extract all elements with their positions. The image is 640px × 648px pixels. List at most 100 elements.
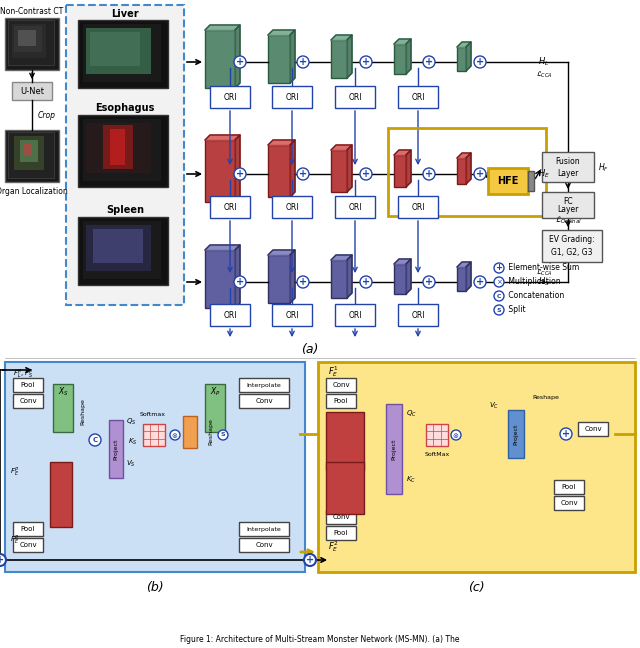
Bar (18, 30, 36, 46)
Text: Layer: Layer (557, 168, 579, 178)
Bar (5, 130, 59, 182)
Text: Layer: Layer (557, 205, 579, 214)
Text: $Q_S$: $Q_S$ (126, 417, 136, 427)
Text: Reshape: Reshape (209, 419, 214, 445)
Text: $\mathcal{L}_{CCA}$: $\mathcal{L}_{CCA}$ (536, 268, 553, 278)
Polygon shape (268, 30, 295, 35)
Bar (239, 538, 289, 552)
Text: Organ Localization: Organ Localization (0, 187, 68, 196)
Bar (66, 5, 184, 305)
Circle shape (234, 276, 246, 288)
Bar (205, 30, 235, 88)
Text: $X_P$: $X_P$ (210, 386, 220, 399)
Circle shape (423, 276, 435, 288)
Text: $\otimes$: $\otimes$ (452, 430, 460, 439)
Text: S: S (497, 308, 501, 312)
Bar (50, 462, 72, 527)
Bar (457, 267, 466, 291)
Bar (205, 384, 225, 432)
Bar (78, 115, 168, 187)
Text: ORI: ORI (412, 93, 425, 102)
Text: Conv: Conv (19, 542, 37, 548)
Bar (326, 412, 364, 470)
Text: Reshape: Reshape (532, 395, 559, 400)
Circle shape (360, 276, 372, 288)
Text: Project: Project (392, 438, 397, 459)
Polygon shape (205, 135, 240, 140)
Text: +: + (476, 57, 484, 67)
Text: $\times$: $\times$ (495, 278, 502, 286)
Polygon shape (394, 39, 411, 44)
Text: Conv: Conv (255, 398, 273, 404)
Bar (86, 123, 151, 173)
Polygon shape (394, 259, 411, 264)
Polygon shape (235, 245, 240, 308)
Bar (83, 24, 161, 82)
Text: Conv: Conv (332, 514, 350, 520)
Text: Pool: Pool (21, 526, 35, 532)
Text: EV Grading:: EV Grading: (549, 235, 595, 244)
Circle shape (494, 263, 504, 273)
Polygon shape (290, 250, 295, 303)
Bar (335, 196, 375, 218)
Bar (8, 132, 54, 178)
Polygon shape (347, 145, 352, 192)
Text: Softmax: Softmax (140, 413, 166, 417)
Bar (326, 378, 356, 392)
Bar (554, 480, 584, 494)
Bar (86, 28, 151, 74)
Text: +: + (562, 429, 570, 439)
Text: ORI: ORI (223, 202, 237, 211)
Bar (335, 86, 375, 108)
Polygon shape (406, 259, 411, 294)
Circle shape (494, 291, 504, 301)
Text: Element-wise Sum: Element-wise Sum (506, 264, 579, 273)
Bar (239, 522, 289, 536)
Polygon shape (205, 25, 240, 30)
Text: +: + (362, 57, 370, 67)
Text: +: + (495, 264, 502, 273)
Bar (83, 221, 161, 279)
Polygon shape (457, 153, 471, 158)
Text: Figure 1: Architecture of Multi-Stream Monster Network (MS-MN). (a) The: Figure 1: Architecture of Multi-Stream M… (180, 636, 460, 645)
Text: C: C (92, 437, 97, 443)
Bar (78, 20, 168, 88)
Bar (326, 510, 356, 524)
Text: +: + (299, 277, 307, 287)
Bar (386, 404, 402, 494)
Text: $F_E^P$: $F_E^P$ (10, 465, 19, 479)
Text: Project: Project (113, 438, 118, 459)
Circle shape (474, 276, 486, 288)
Circle shape (360, 56, 372, 68)
Text: +: + (299, 169, 307, 179)
Polygon shape (466, 42, 471, 71)
Text: Interpolate: Interpolate (246, 526, 282, 531)
Text: (c): (c) (468, 581, 485, 594)
Polygon shape (290, 30, 295, 83)
Text: SoftMax: SoftMax (424, 452, 450, 456)
Text: ORI: ORI (412, 310, 425, 319)
Text: C: C (497, 294, 501, 299)
Circle shape (423, 168, 435, 180)
Bar (388, 128, 546, 216)
Text: ORI: ORI (412, 202, 425, 211)
Text: +: + (306, 555, 314, 565)
Circle shape (304, 554, 316, 566)
Text: Conv: Conv (19, 398, 37, 404)
Text: $F_E^1$: $F_E^1$ (328, 365, 339, 380)
Text: ORI: ORI (285, 202, 299, 211)
Text: Liver: Liver (111, 9, 139, 19)
Bar (78, 217, 168, 285)
Bar (268, 145, 290, 197)
Text: $\otimes$: $\otimes$ (172, 430, 179, 439)
Text: $F_E^2$: $F_E^2$ (328, 540, 339, 555)
Text: Pool: Pool (334, 530, 348, 536)
Text: ORI: ORI (223, 93, 237, 102)
Text: $H_S$: $H_S$ (538, 276, 550, 288)
Polygon shape (457, 262, 471, 267)
Text: ORI: ORI (285, 310, 299, 319)
Bar (210, 86, 250, 108)
Text: S: S (221, 432, 225, 437)
Text: +: + (236, 169, 244, 179)
Circle shape (494, 305, 504, 315)
